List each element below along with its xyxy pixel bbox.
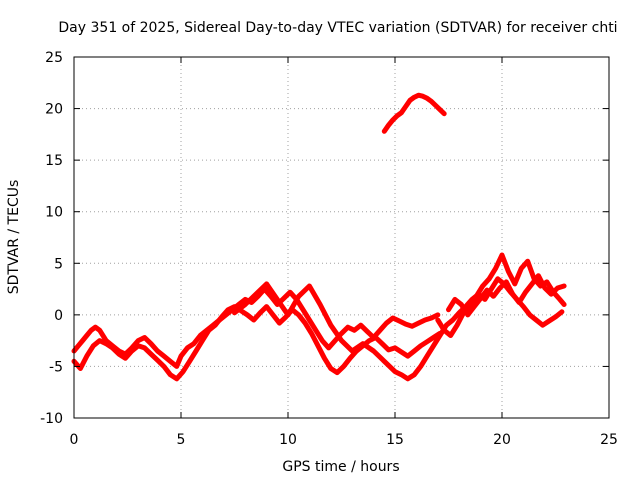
series-track-6 [381, 92, 447, 134]
x-axis-title: GPS time / hours [282, 459, 399, 475]
x-tick-label: 25 [600, 432, 618, 448]
x-tick-label: 15 [386, 432, 404, 448]
series-track-5 [446, 273, 567, 318]
y-tick-label: 15 [45, 153, 63, 169]
x-tick-label: 20 [493, 432, 511, 448]
y-axis-title: SDTVAR / TECUs [6, 180, 22, 295]
chart-title: Day 351 of 2025, Sidereal Day-to-day VTE… [58, 20, 617, 36]
plot-frame [73, 56, 610, 419]
y-tick-label: 20 [45, 102, 63, 118]
y-tick-label: 0 [54, 308, 63, 324]
y-tick-label: 5 [54, 256, 63, 272]
y-tick-label: -10 [40, 411, 63, 427]
data-series [71, 92, 567, 382]
y-tick-label: 10 [45, 205, 63, 221]
y-tick-label: -5 [49, 359, 63, 375]
grid [74, 57, 609, 418]
x-tick-label: 5 [177, 432, 186, 448]
series-track-2 [71, 304, 443, 382]
x-tick-label: 0 [70, 432, 79, 448]
axis-ticks: 0 5 10 15 20 25 -10 -5 0 5 10 15 20 25 [40, 50, 618, 448]
x-tick-label: 10 [279, 432, 297, 448]
y-tick-label: 25 [45, 50, 63, 66]
